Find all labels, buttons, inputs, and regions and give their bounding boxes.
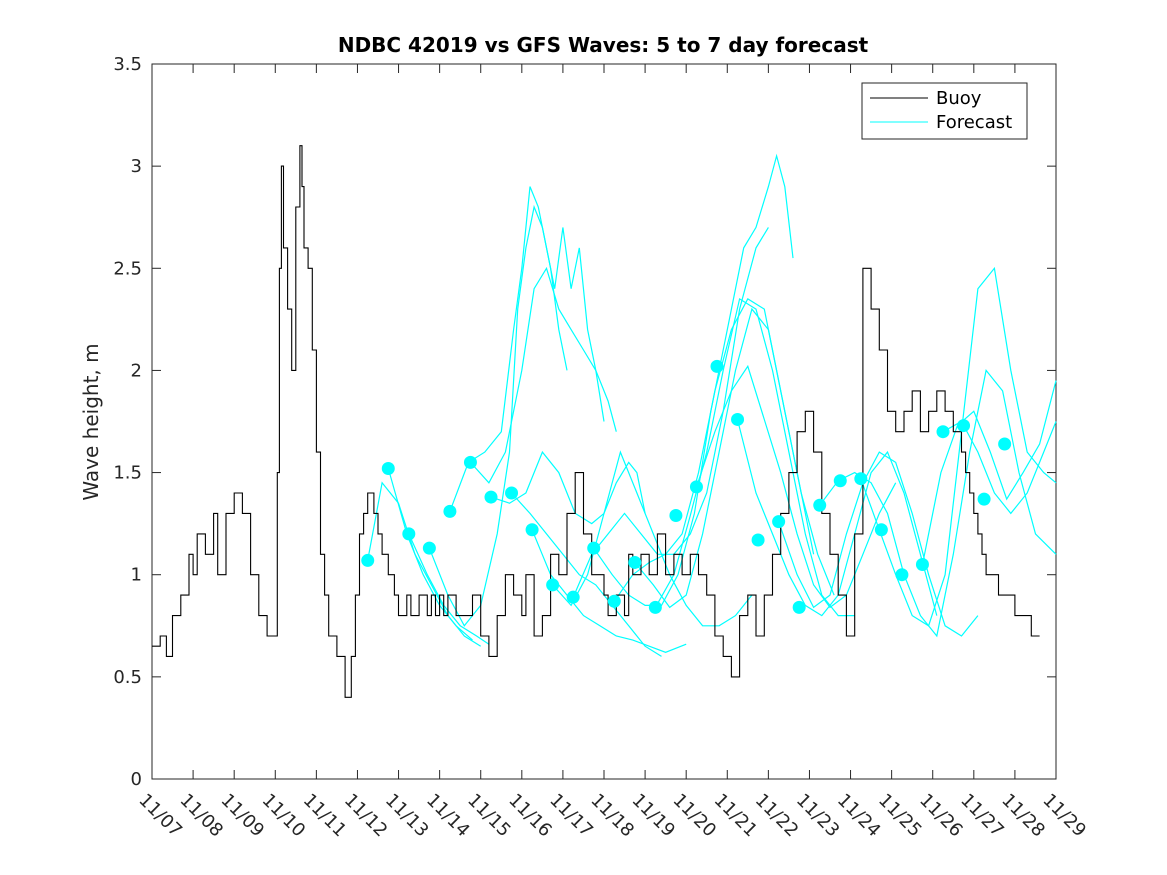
forecast-point <box>751 533 765 547</box>
forecast-point <box>422 541 436 555</box>
legend-forecast-label: Forecast <box>936 112 1012 133</box>
forecast-point <box>792 600 806 614</box>
forecast-point <box>566 590 580 604</box>
forecast-line <box>408 533 490 645</box>
legend: Buoy Forecast <box>861 82 1028 140</box>
forecast-point <box>505 486 519 500</box>
y-tick-label: 3.5 <box>113 54 142 75</box>
forecast-line <box>921 380 1057 565</box>
forecast-line <box>367 481 482 647</box>
forecast-point <box>731 412 745 426</box>
y-tick-label: 1 <box>131 565 142 586</box>
forecast-point <box>546 578 560 592</box>
forecast-point <box>402 527 416 541</box>
forecast-point <box>772 515 786 529</box>
forecast-point <box>998 437 1012 451</box>
forecast-line <box>695 364 897 609</box>
chart-title: NDBC 42019 vs GFS Waves: 5 to 7 day fore… <box>338 33 869 57</box>
forecast-line <box>778 451 979 637</box>
y-tick-label: 1.5 <box>113 463 142 484</box>
legend-buoy-label: Buoy <box>936 88 982 109</box>
forecast-point <box>443 504 457 518</box>
forecast-line <box>511 492 662 657</box>
y-tick-label: 0.5 <box>113 667 142 688</box>
forecast-line <box>654 297 855 617</box>
y-tick-label: 0 <box>131 769 142 790</box>
forecast-point <box>689 480 703 494</box>
y-tick-label: 2 <box>131 360 142 381</box>
forecast-point <box>895 568 909 582</box>
forecast-point <box>361 553 375 567</box>
forecast-point <box>813 498 827 512</box>
forecast-point <box>484 490 498 504</box>
forecast-point <box>669 508 683 522</box>
forecast-point <box>628 555 642 569</box>
y-tick-label: 3 <box>131 156 142 177</box>
forecast-point <box>936 425 950 439</box>
buoy-line <box>152 145 1040 698</box>
forecast-line <box>387 468 473 641</box>
forecast-point <box>710 359 724 373</box>
forecast-point <box>607 594 621 608</box>
forecast-point <box>587 541 601 555</box>
forecast-point <box>833 474 847 488</box>
forecast-point <box>874 523 888 537</box>
forecast-point <box>463 455 477 469</box>
y-axis-label: Wave height, m <box>79 343 103 500</box>
y-tick-label: 2.5 <box>113 258 142 279</box>
forecast-point <box>381 461 395 475</box>
forecast-point <box>854 472 868 486</box>
forecast-line <box>634 307 835 609</box>
legend-box <box>861 82 1028 140</box>
forecast-point <box>648 600 662 614</box>
forecast-point <box>957 419 971 433</box>
forecast-point <box>977 492 991 506</box>
forecast-line <box>470 266 617 484</box>
forecast-line <box>449 186 605 512</box>
forecast-line <box>552 450 753 627</box>
forecast-point <box>915 558 929 571</box>
forecast-point <box>525 523 539 537</box>
